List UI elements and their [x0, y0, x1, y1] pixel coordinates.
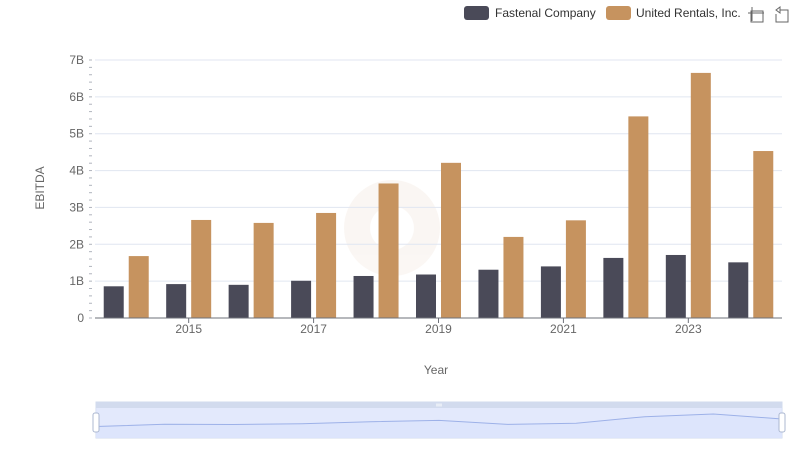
legend-item-fastenal[interactable]: Fastenal Company	[464, 6, 596, 20]
legend-item-united-rentals[interactable]: United Rentals, Inc.	[606, 6, 741, 20]
bar-united-rentals[interactable]	[753, 151, 774, 318]
x-tick-label: 2021	[550, 322, 577, 336]
bar-united-rentals[interactable]	[690, 72, 711, 319]
bar-fastenal[interactable]	[353, 275, 374, 318]
bar-fastenal[interactable]	[228, 284, 249, 318]
data-zoom-preview-line	[95, 413, 783, 427]
y-tick-label: 3B	[69, 200, 84, 214]
bar-united-rentals[interactable]	[253, 222, 274, 318]
bar-united-rentals[interactable]	[565, 220, 586, 318]
y-tick-label: 0	[77, 311, 84, 325]
bar-united-rentals[interactable]	[191, 219, 212, 318]
legend-label-fastenal: Fastenal Company	[495, 6, 596, 20]
bar-united-rentals[interactable]	[503, 236, 524, 318]
bar-fastenal[interactable]	[103, 286, 124, 318]
legend-swatch-united-rentals	[606, 6, 631, 20]
bar-united-rentals[interactable]	[378, 183, 399, 318]
x-tick-label: 2019	[425, 322, 452, 336]
bars[interactable]	[103, 72, 774, 319]
bar-fastenal[interactable]	[540, 266, 561, 318]
x-axis-title: Year	[424, 363, 448, 377]
bar-fastenal[interactable]	[478, 269, 499, 318]
y-tick-label: 2B	[69, 237, 84, 251]
bar-united-rentals[interactable]	[316, 212, 337, 318]
restore-icon[interactable]	[775, 6, 789, 23]
x-axis-ticks: 2015 2017 2019 2021 2023	[175, 318, 702, 336]
zoom-icon[interactable]	[748, 7, 764, 23]
x-tick-label: 2023	[675, 322, 702, 336]
legend-label-united-rentals: United Rentals, Inc.	[636, 6, 741, 20]
x-tick-label: 2017	[300, 322, 327, 336]
y-tick-label: 6B	[69, 90, 84, 104]
data-zoom-handle-right[interactable]	[778, 412, 786, 433]
bar-fastenal[interactable]	[603, 257, 624, 318]
bar-united-rentals[interactable]	[128, 256, 149, 318]
y-tick-label: 4B	[69, 164, 84, 178]
bar-fastenal[interactable]	[166, 284, 187, 318]
legend[interactable]: Fastenal Company United Rentals, Inc.	[464, 6, 741, 20]
y-tick-label: 5B	[69, 127, 84, 141]
bar-united-rentals[interactable]	[441, 162, 461, 318]
x-tick-label: 2015	[175, 322, 202, 336]
bar-fastenal[interactable]	[665, 254, 686, 318]
y-axis-title: EBITDA	[33, 166, 47, 209]
legend-swatch-fastenal	[464, 6, 489, 20]
y-axis-ticks: 0 1B 2B 3B 4B 5B 6B 7B	[69, 53, 92, 325]
y-tick-label: 7B	[69, 53, 84, 67]
bar-fastenal[interactable]	[416, 274, 436, 318]
data-zoom-slider[interactable]	[92, 401, 786, 439]
bar-fastenal[interactable]	[728, 262, 749, 318]
data-zoom-handle-left[interactable]	[92, 412, 100, 433]
bar-fastenal[interactable]	[291, 280, 312, 318]
y-tick-label: 1B	[69, 274, 84, 288]
data-zoom-grip-icon[interactable]	[436, 403, 442, 407]
bar-united-rentals[interactable]	[628, 116, 649, 319]
